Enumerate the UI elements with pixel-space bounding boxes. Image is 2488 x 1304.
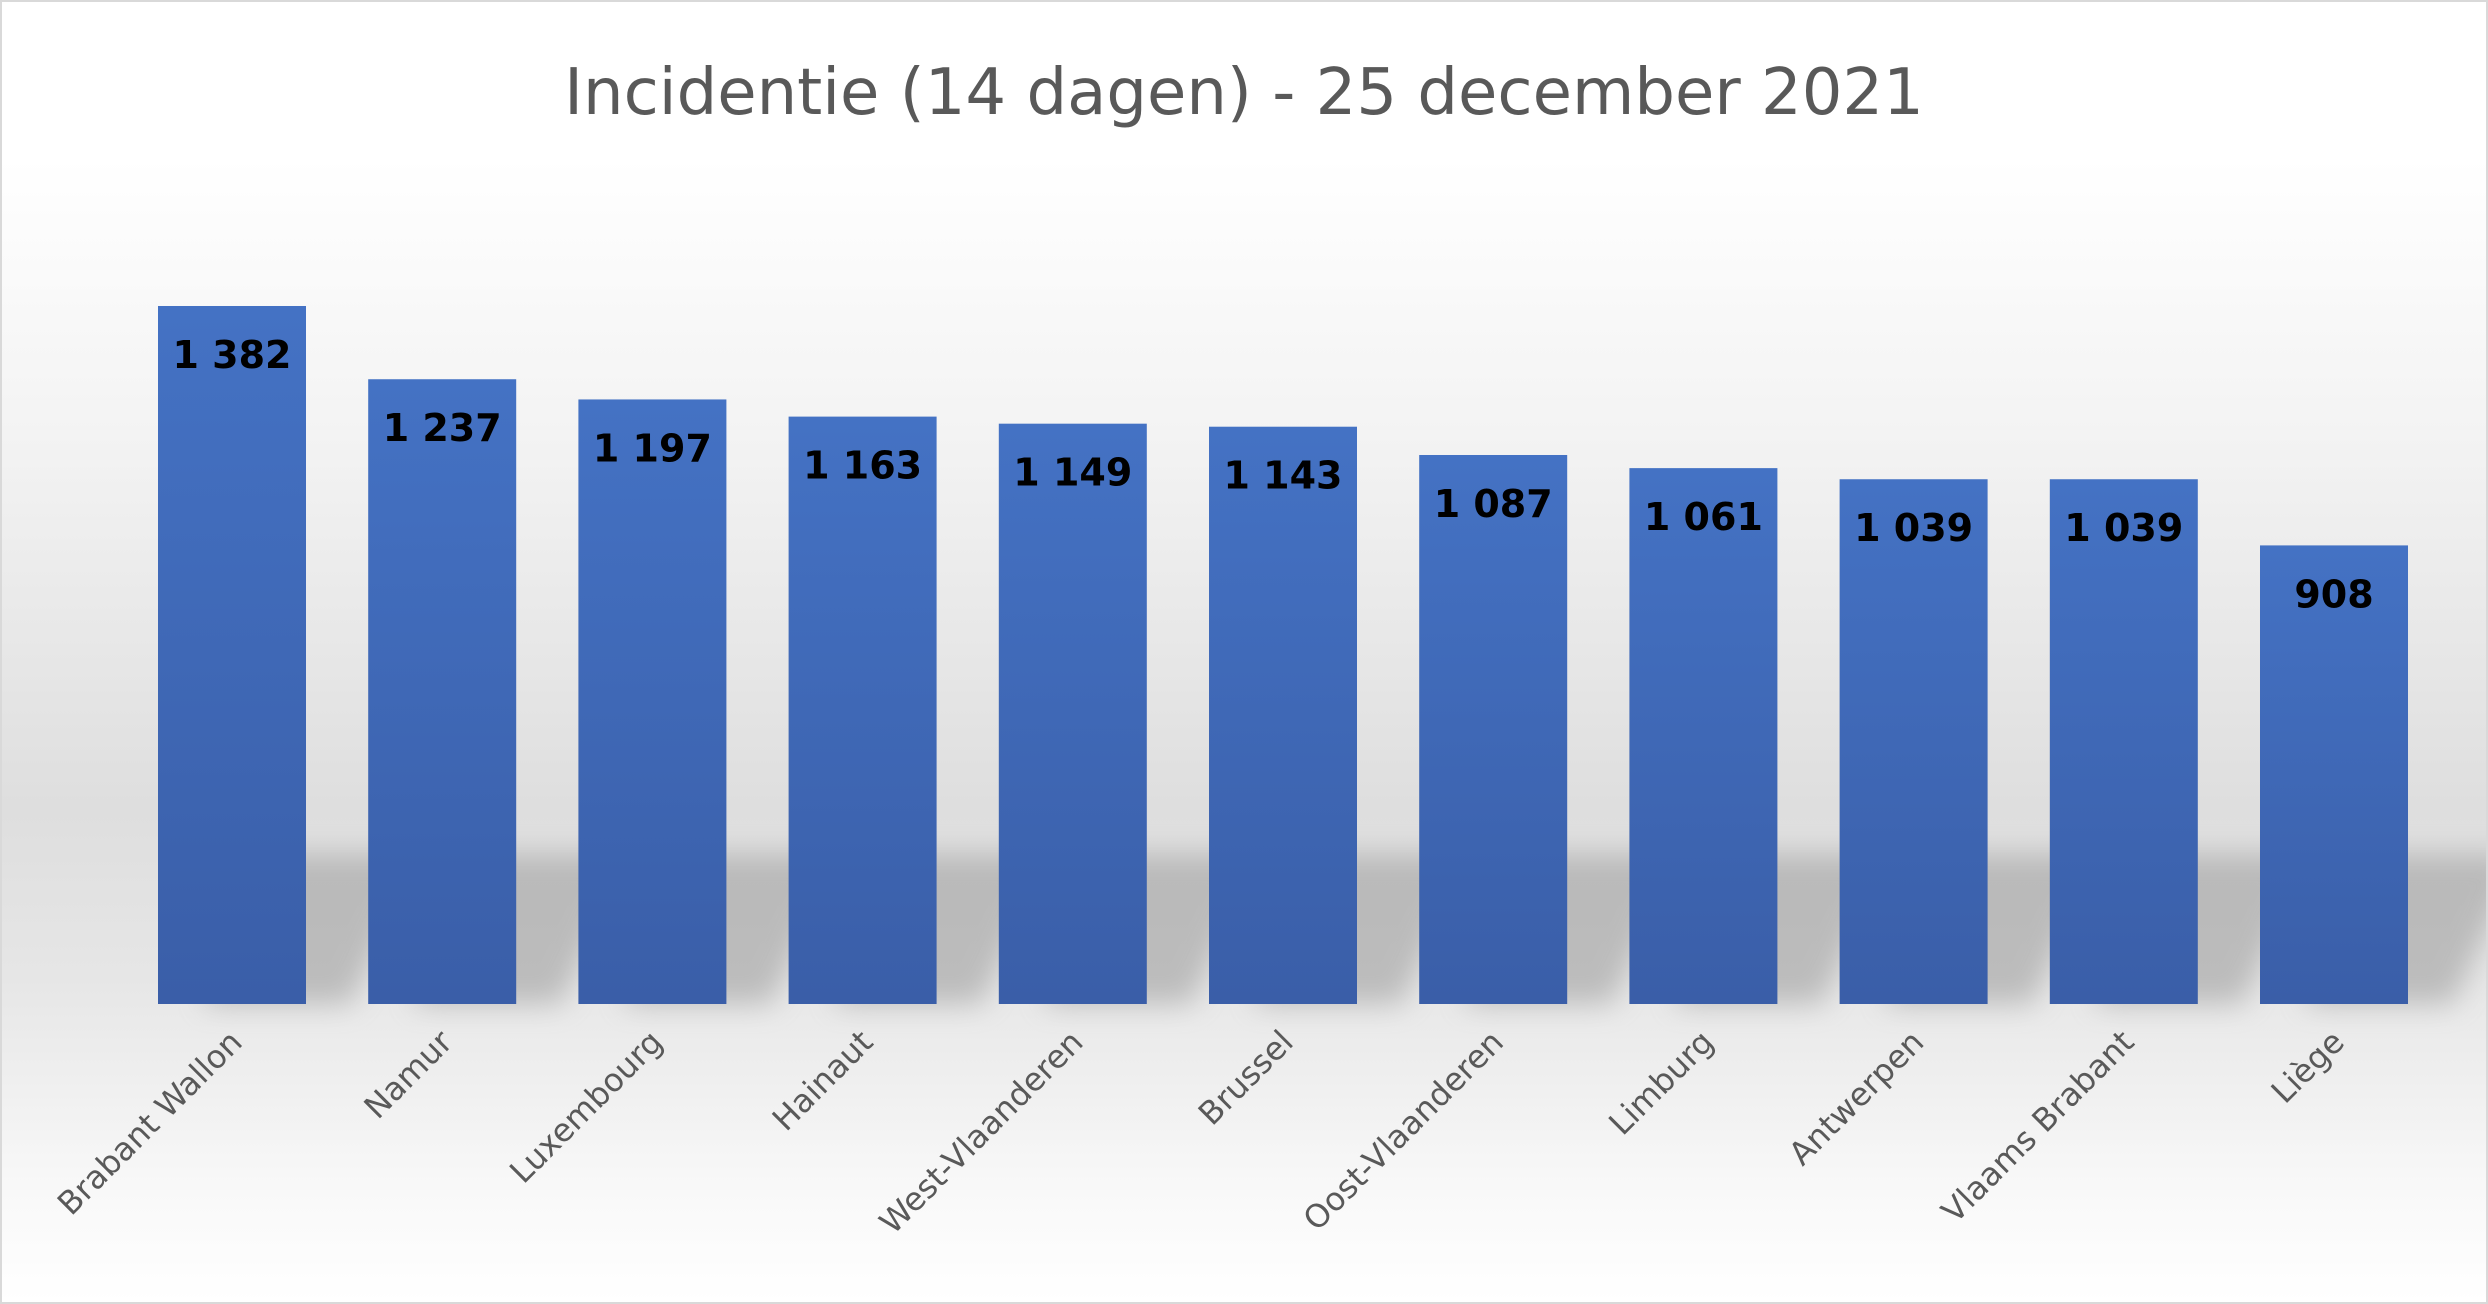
bar-west-vlaanderen [998, 423, 1147, 1004]
category-tick-labels: Brabant Wallon Namur Luxembourg HainautWest… [50, 1022, 2352, 1241]
value-label: 1 087 [1434, 482, 1553, 526]
value-label: 1 143 [1224, 454, 1343, 498]
bar-namur [368, 379, 517, 1004]
value-label: 1 039 [2064, 506, 2183, 550]
bar-antwerpen [1839, 479, 1988, 1005]
tick-label: Luxembourg [502, 1023, 670, 1191]
value-label: 1 197 [593, 426, 712, 470]
value-label: 1 382 [173, 333, 292, 377]
bar-li-ge [2260, 545, 2408, 1004]
tick-label: Oost-Vlaanderen [1296, 1023, 1511, 1238]
bar-brussel [1209, 426, 1357, 1004]
chart-title: Incidentie (14 dagen) - 25 december 2021 [564, 56, 1924, 130]
tick-label: Antwerpen [1781, 1023, 1931, 1173]
bar-oost-vlaanderen [1419, 454, 1568, 1004]
value-label: 908 [2294, 572, 2373, 616]
bar-brabant-wallon [158, 306, 306, 1004]
tick-label: Limburg [1601, 1023, 1721, 1143]
tick-label: Vlaams Brabant [1934, 1023, 2142, 1231]
bars [158, 306, 2408, 1005]
tick-label: West-Vlaanderen [872, 1023, 1091, 1242]
value-label: 1 149 [1013, 451, 1132, 495]
value-label: 1 039 [1854, 506, 1973, 550]
bar-vlaams-brabant [2049, 479, 2198, 1005]
tick-label: Namur [357, 1022, 461, 1126]
bar-luxembourg [578, 399, 727, 1005]
tick-label: Hainaut [765, 1023, 880, 1138]
tick-label: Brussel [1191, 1023, 1301, 1133]
value-label: 1 237 [383, 406, 502, 450]
tick-label: Liège [2264, 1023, 2352, 1111]
tick-label: Brabant Wallon [50, 1023, 250, 1223]
bar-limburg [1629, 468, 1778, 1004]
value-label: 1 061 [1644, 495, 1763, 539]
value-label: 1 163 [803, 444, 922, 488]
bar-hainaut [788, 416, 937, 1004]
value-labels: 1 382 1 237 1 197 1 163 1 149 1 143 1 087 1 061… [173, 333, 2374, 616]
